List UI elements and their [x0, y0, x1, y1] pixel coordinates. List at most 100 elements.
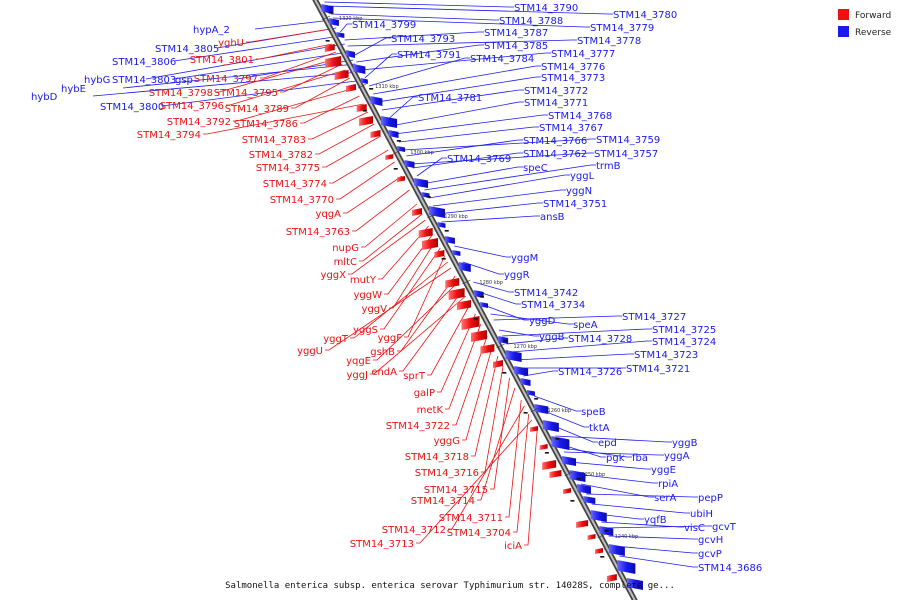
- forward-gene-block: [346, 84, 357, 92]
- feature-mark: [544, 452, 549, 454]
- reverse-gene-label: gsp: [175, 75, 193, 86]
- forward-gene-label: metK: [417, 405, 444, 416]
- reverse-gene-label: STM14_3779: [590, 23, 654, 34]
- feature-mark: [426, 196, 431, 198]
- reverse-gene-label: STM14_3790: [514, 3, 578, 14]
- reverse-connector: [514, 353, 634, 361]
- reverse-connector: [326, 5, 613, 15]
- forward-gene-block: [457, 300, 471, 310]
- kbp-tick-label: 1310 kbp: [375, 84, 399, 90]
- reverse-connector: [586, 493, 698, 498]
- forward-gene-label: STM14_3798: [149, 88, 213, 99]
- reverse-connector: [398, 126, 539, 143]
- forward-connector: [384, 233, 434, 295]
- reverse-connector: [596, 513, 644, 520]
- forward-gene-label: STM14_3801: [190, 55, 254, 66]
- reverse-gene-label: STM14_3800: [100, 102, 164, 113]
- reverse-gene-label: yggA: [664, 451, 690, 462]
- kbp-tick: [564, 471, 573, 477]
- reverse-connector: [254, 19, 333, 30]
- reverse-gene-block: [328, 18, 339, 26]
- reverse-gene-label: STM14_3805: [155, 44, 219, 55]
- forward-gene-label: gshB: [370, 347, 395, 358]
- reverse-connector: [161, 79, 364, 107]
- reverse-gene-label: visC: [684, 523, 705, 534]
- reverse-connector: [541, 409, 589, 428]
- forward-gene-block: [325, 56, 342, 68]
- kbp-tick: [427, 213, 436, 219]
- feature-mark: [396, 140, 401, 142]
- forward-gene-block: [385, 154, 394, 160]
- reverse-gene-label: STM14_3776: [541, 62, 605, 73]
- kbp-tick-label: 1270 kbp: [513, 344, 537, 350]
- reverse-connector: [493, 315, 622, 321]
- kbp-ticks: 1320 kbp 1310 kbp 1300 kbp 1290 kbp 1280 kbp…: [321, 15, 639, 540]
- reverse-gene-block: [520, 378, 531, 386]
- reverse-gene-block: [626, 578, 643, 590]
- reverse-connector: [424, 164, 596, 191]
- forward-gene-label: STM14_3704: [447, 528, 511, 539]
- reverse-connector: [324, 1, 514, 8]
- forward-gene-label: STM14_3713: [350, 539, 414, 550]
- forward-gene-label: STM14_3794: [137, 130, 201, 141]
- forward-connector: [524, 429, 538, 546]
- forward-connector: [336, 161, 395, 200]
- forward-connector: [427, 303, 471, 376]
- reverse-gene-label: STM14_3781: [418, 93, 482, 104]
- forward-gene-label: yggW: [353, 290, 382, 301]
- forward-gene-block: [606, 574, 617, 582]
- forward-gene-block: [549, 470, 562, 478]
- forward-connector: [389, 239, 437, 309]
- forward-gene-label: yggS: [353, 325, 378, 336]
- reverse-gene-label: speA: [573, 320, 598, 331]
- forward-connector: [404, 255, 445, 338]
- forward-connector: [260, 51, 337, 79]
- forward-gene-label: STM14_3795: [214, 88, 278, 99]
- reverse-gene-label: STM14_3803: [112, 75, 176, 86]
- forward-gene-label: yggJ: [346, 370, 368, 381]
- forward-gene-label: STM14_3796: [160, 101, 224, 112]
- reverse-connector: [344, 31, 484, 41]
- forward-gene-label: STM14_3782: [249, 150, 313, 161]
- reverse-gene-block: [583, 496, 596, 504]
- forward-connector: [233, 87, 356, 122]
- kbp-tick-label: 1240 kbp: [615, 534, 639, 540]
- forward-gene-block: [448, 288, 465, 300]
- reverse-gene-label: yggL: [570, 171, 595, 182]
- reverse-gene-label: pgk: [606, 453, 625, 464]
- forward-gene-block: [587, 534, 596, 540]
- feature-mark: [328, 12, 333, 14]
- forward-connector: [325, 267, 452, 351]
- forward-connector: [329, 149, 389, 184]
- forward-gene-label: yggU: [297, 346, 323, 357]
- forward-connector: [378, 225, 429, 280]
- forward-connector: [477, 387, 516, 501]
- reverse-gene-block: [590, 510, 607, 522]
- reverse-gene-block: [437, 222, 446, 228]
- reverse-connector: [412, 152, 523, 169]
- reverse-connector: [173, 51, 350, 80]
- forward-gene-block: [445, 278, 460, 288]
- reverse-gene-block: [526, 390, 535, 396]
- reverse-connector: [502, 328, 652, 337]
- forward-gene-label: STM14_3716: [415, 468, 479, 479]
- forward-gene-label: STM14_3775: [256, 163, 320, 174]
- forward-gene-label: yggX: [321, 270, 347, 281]
- reverse-connector: [575, 473, 658, 484]
- reverse-connector: [580, 483, 654, 498]
- forward-gene-block: [397, 176, 405, 182]
- reverse-connector: [613, 545, 698, 554]
- forward-connector: [380, 247, 441, 330]
- kbp-tick-label: 1280 kbp: [479, 280, 503, 286]
- reverse-gene-label: STM14_3742: [514, 288, 578, 299]
- forward-gene-label: STM14_3718: [405, 452, 469, 463]
- reverse-connector: [410, 152, 594, 165]
- forward-connector: [490, 377, 510, 490]
- feature-mark: [534, 398, 539, 400]
- reverse-gene-label: STM14_3728: [568, 334, 632, 345]
- reverse-gene-label: STM14_3766: [523, 136, 587, 147]
- reverse-connector: [394, 114, 548, 135]
- forward-connector: [373, 281, 459, 361]
- forward-connector: [226, 69, 346, 106]
